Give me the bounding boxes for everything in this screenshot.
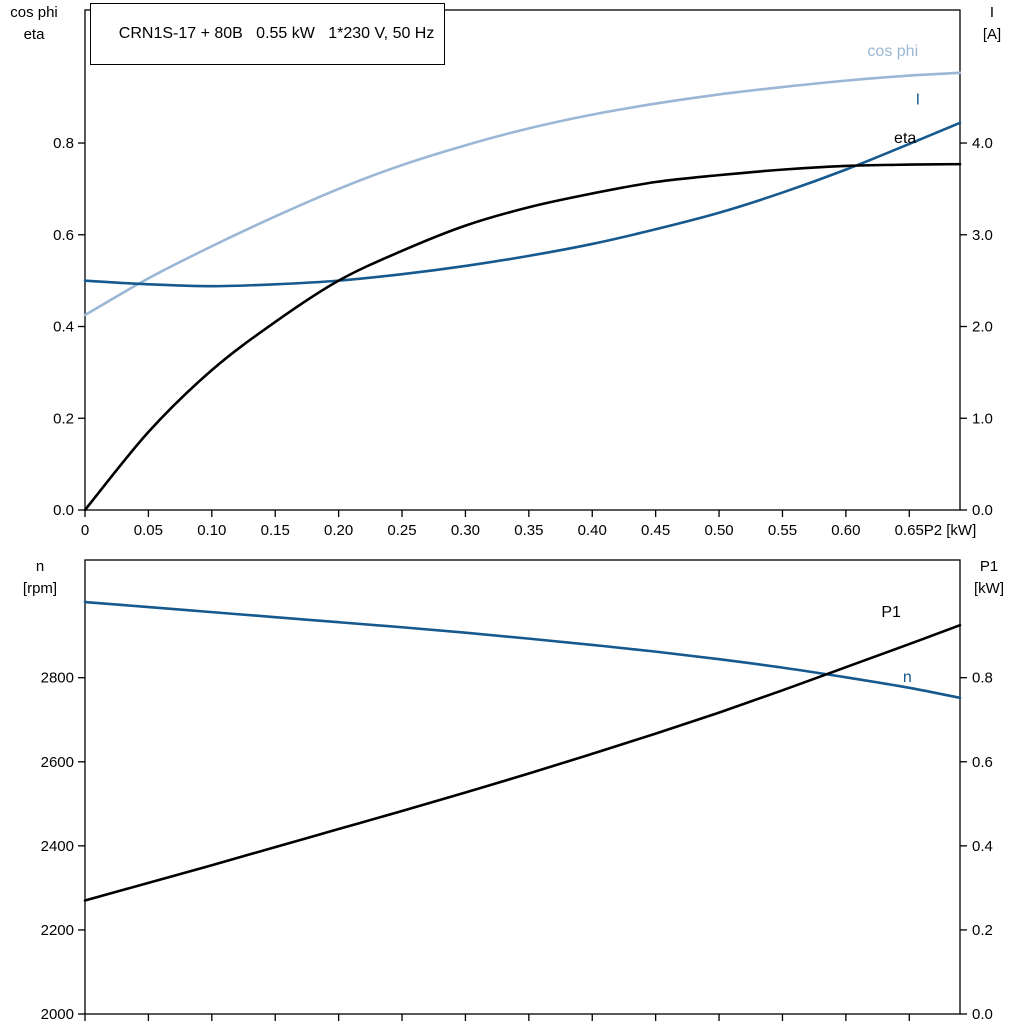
svg-text:0.2: 0.2 bbox=[972, 922, 993, 939]
svg-text:0.6: 0.6 bbox=[53, 227, 74, 244]
svg-text:2.0: 2.0 bbox=[972, 319, 993, 336]
svg-text:0.6: 0.6 bbox=[972, 754, 993, 771]
svg-text:0.40: 0.40 bbox=[578, 522, 607, 539]
svg-text:3.0: 3.0 bbox=[972, 227, 993, 244]
n-axis-title-line2: [rpm] bbox=[22, 580, 58, 597]
svg-text:0.0: 0.0 bbox=[53, 502, 74, 519]
svg-text:0.35: 0.35 bbox=[514, 522, 543, 539]
svg-text:0.60: 0.60 bbox=[831, 522, 860, 539]
svg-text:0.25: 0.25 bbox=[387, 522, 416, 539]
right-axis-title-line2: [A] bbox=[982, 26, 1002, 43]
left-axis-title-line2: eta bbox=[23, 26, 45, 43]
right-axis-title-line1: I bbox=[989, 4, 995, 21]
chart-title-box: CRN1S-17 + 80B 0.55 kW 1*230 V, 50 Hz bbox=[90, 3, 446, 65]
svg-text:0.4: 0.4 bbox=[972, 838, 993, 855]
p1-axis-title-line1: P1 bbox=[979, 558, 999, 575]
n-axis-title-line1: n bbox=[35, 558, 45, 575]
svg-text:cos phi: cos phi bbox=[867, 43, 918, 60]
svg-text:0.0: 0.0 bbox=[972, 1006, 993, 1023]
svg-text:2200: 2200 bbox=[41, 922, 74, 939]
svg-text:1.0: 1.0 bbox=[972, 410, 993, 427]
svg-text:0.05: 0.05 bbox=[134, 522, 163, 539]
svg-text:0.20: 0.20 bbox=[324, 522, 353, 539]
svg-text:0.8: 0.8 bbox=[972, 670, 993, 687]
svg-text:P2 [kW]: P2 [kW] bbox=[924, 522, 977, 539]
svg-text:2400: 2400 bbox=[41, 838, 74, 855]
svg-text:2000: 2000 bbox=[41, 1006, 74, 1023]
svg-text:eta: eta bbox=[894, 130, 916, 147]
svg-text:0.8: 0.8 bbox=[53, 135, 74, 152]
top-right-axis-title: I [A] bbox=[968, 2, 1016, 46]
p1-axis-title-line2: [kW] bbox=[974, 580, 1004, 597]
svg-text:0: 0 bbox=[81, 522, 89, 539]
svg-text:0.30: 0.30 bbox=[451, 522, 480, 539]
svg-text:0.15: 0.15 bbox=[261, 522, 290, 539]
svg-text:0.65: 0.65 bbox=[895, 522, 924, 539]
bottom-right-axis-title: P1 [kW] bbox=[962, 556, 1016, 600]
bottom-left-axis-title: n [rpm] bbox=[10, 556, 70, 600]
left-axis-title-line1: cos phi bbox=[10, 4, 58, 21]
svg-text:n: n bbox=[903, 669, 912, 686]
svg-text:2800: 2800 bbox=[41, 670, 74, 687]
svg-text:0.55: 0.55 bbox=[768, 522, 797, 539]
chart-title: CRN1S-17 + 80B 0.55 kW 1*230 V, 50 Hz bbox=[118, 25, 435, 42]
svg-text:0.10: 0.10 bbox=[197, 522, 226, 539]
svg-text:I: I bbox=[916, 91, 920, 108]
svg-text:2600: 2600 bbox=[41, 754, 74, 771]
svg-text:0.4: 0.4 bbox=[53, 319, 74, 336]
top-left-axis-title: cos phi eta bbox=[4, 2, 64, 46]
svg-text:0.50: 0.50 bbox=[704, 522, 733, 539]
svg-text:0.45: 0.45 bbox=[641, 522, 670, 539]
svg-text:P1: P1 bbox=[881, 604, 901, 621]
svg-text:4.0: 4.0 bbox=[972, 135, 993, 152]
svg-text:0.0: 0.0 bbox=[972, 502, 993, 519]
svg-text:0.2: 0.2 bbox=[53, 410, 74, 427]
